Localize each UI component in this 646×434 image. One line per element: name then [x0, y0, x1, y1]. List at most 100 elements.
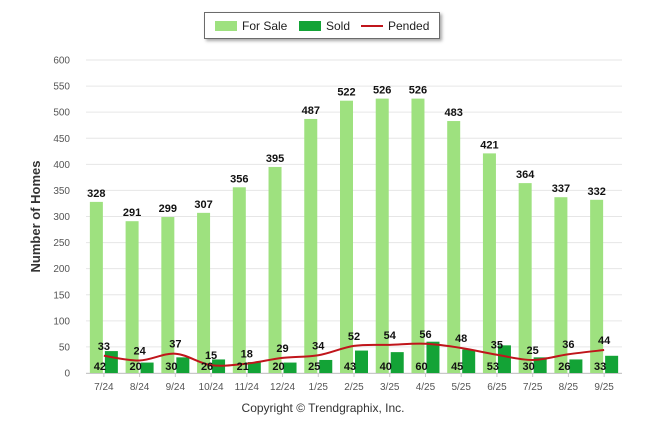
x-tick-label: 12/24 — [270, 382, 295, 393]
for-sale-data-label: 522 — [337, 87, 355, 99]
for-sale-bar — [232, 187, 246, 373]
for-sale-bar — [304, 118, 318, 373]
for-sale-bar — [554, 197, 568, 373]
pended-data-label: 52 — [348, 331, 360, 343]
pended-data-label: 29 — [276, 343, 288, 355]
y-tick-label: 100 — [53, 316, 70, 327]
pended-data-label: 54 — [384, 330, 397, 342]
copyright-text: Copyright © Trendgraphix, Inc. — [241, 401, 405, 415]
x-tick-label: 11/24 — [235, 382, 260, 393]
sold-bar — [355, 350, 368, 373]
x-tick-label: 8/25 — [559, 382, 579, 393]
sold-data-label: 33 — [594, 361, 606, 373]
legend-item-pended[interactable]: Pended — [361, 19, 429, 33]
for-sale-bar — [590, 199, 604, 373]
sold-bar — [319, 359, 333, 373]
legend-label-for-sale: For Sale — [242, 19, 288, 33]
for-sale-bar — [197, 212, 211, 373]
sold-data-label: 21 — [237, 361, 249, 373]
sold-data-label: 45 — [451, 361, 463, 373]
x-tick-label: 3/25 — [380, 382, 400, 393]
y-tick-label: 300 — [53, 212, 70, 223]
sold-bar — [176, 357, 190, 373]
for-sale-bar — [482, 153, 496, 373]
x-tick-label: 5/25 — [451, 382, 471, 393]
sold-data-label: 40 — [380, 361, 392, 373]
sold-bar — [247, 362, 261, 373]
pended-line-swatch — [361, 25, 383, 27]
sold-swatch — [299, 21, 321, 31]
pended-line — [103, 342, 605, 367]
sold-data-label: 20 — [272, 361, 284, 373]
sold-data-label: 25 — [308, 361, 320, 373]
sold-data-label: 30 — [165, 361, 177, 373]
pended-data-label: 34 — [312, 340, 325, 352]
sold-data-label: 26 — [558, 361, 570, 373]
pended-data-label: 44 — [598, 335, 611, 347]
y-axis-label: Number of Homes — [28, 161, 43, 273]
sold-bar — [283, 362, 297, 373]
sold-bar — [533, 357, 547, 373]
x-tick-label: 7/24 — [94, 382, 114, 393]
x-tick-label: 1/25 — [309, 382, 329, 393]
legend-item-for-sale[interactable]: For Sale — [215, 19, 287, 33]
sold-bar — [104, 351, 118, 373]
for-sale-data-label: 395 — [266, 153, 284, 165]
for-sale-data-label: 356 — [230, 173, 248, 185]
for-sale-data-label: 526 — [373, 85, 391, 97]
pended-data-label: 36 — [562, 339, 574, 351]
y-tick-label: 400 — [53, 160, 70, 171]
for-sale-bar — [125, 221, 139, 373]
y-tick-label: 250 — [53, 238, 70, 249]
for-sale-bar — [161, 217, 175, 373]
y-tick-label: 350 — [53, 186, 70, 197]
for-sale-bar — [375, 98, 389, 373]
x-tick-label: 9/25 — [594, 382, 614, 393]
x-tick-label: 4/25 — [416, 382, 436, 393]
x-tick-label: 8/24 — [130, 382, 150, 393]
sold-data-label: 20 — [129, 361, 141, 373]
for-sale-data-label: 364 — [516, 169, 535, 181]
pended-data-label: 48 — [455, 333, 467, 345]
pended-data-label: 15 — [205, 350, 217, 362]
for-sale-data-label: 307 — [194, 199, 212, 211]
pended-data-label: 56 — [419, 329, 431, 341]
legend-label-pended: Pended — [388, 19, 430, 33]
sold-bar — [605, 355, 619, 373]
y-tick-label: 450 — [53, 134, 70, 145]
y-tick-label: 550 — [53, 82, 70, 93]
for-sale-bar — [268, 166, 282, 373]
for-sale-data-label: 299 — [159, 203, 177, 215]
x-tick-label: 9/24 — [166, 382, 186, 393]
for-sale-data-label: 328 — [87, 188, 105, 200]
sold-data-label: 43 — [344, 361, 356, 373]
for-sale-data-label: 337 — [552, 183, 570, 195]
pended-data-label: 33 — [98, 341, 110, 353]
pended-data-label: 35 — [491, 340, 503, 352]
for-sale-bar — [518, 183, 532, 373]
for-sale-bar — [411, 98, 425, 373]
y-tick-label: 600 — [53, 56, 70, 67]
pended-data-label: 37 — [169, 339, 181, 351]
x-tick-label: 2/25 — [344, 382, 364, 393]
y-tick-label: 150 — [53, 290, 70, 301]
sold-bar — [569, 359, 583, 373]
for-sale-data-label: 487 — [302, 105, 320, 117]
sold-bar — [390, 352, 404, 373]
for-sale-bar — [89, 201, 103, 373]
y-tick-label: 200 — [53, 264, 70, 275]
pended-data-label: 25 — [527, 345, 539, 357]
y-tick-label: 50 — [59, 342, 71, 353]
sold-bar — [462, 349, 476, 373]
for-sale-data-label: 421 — [480, 139, 498, 151]
for-sale-data-label: 332 — [587, 186, 605, 198]
for-sale-swatch — [215, 21, 237, 31]
for-sale-data-label: 526 — [409, 85, 427, 97]
sold-bar — [497, 345, 511, 373]
y-tick-label: 0 — [64, 369, 70, 380]
legend-item-sold[interactable]: Sold — [299, 19, 350, 33]
for-sale-data-label: 291 — [123, 207, 141, 219]
sold-bar — [140, 362, 154, 373]
y-tick-label: 500 — [53, 108, 70, 119]
